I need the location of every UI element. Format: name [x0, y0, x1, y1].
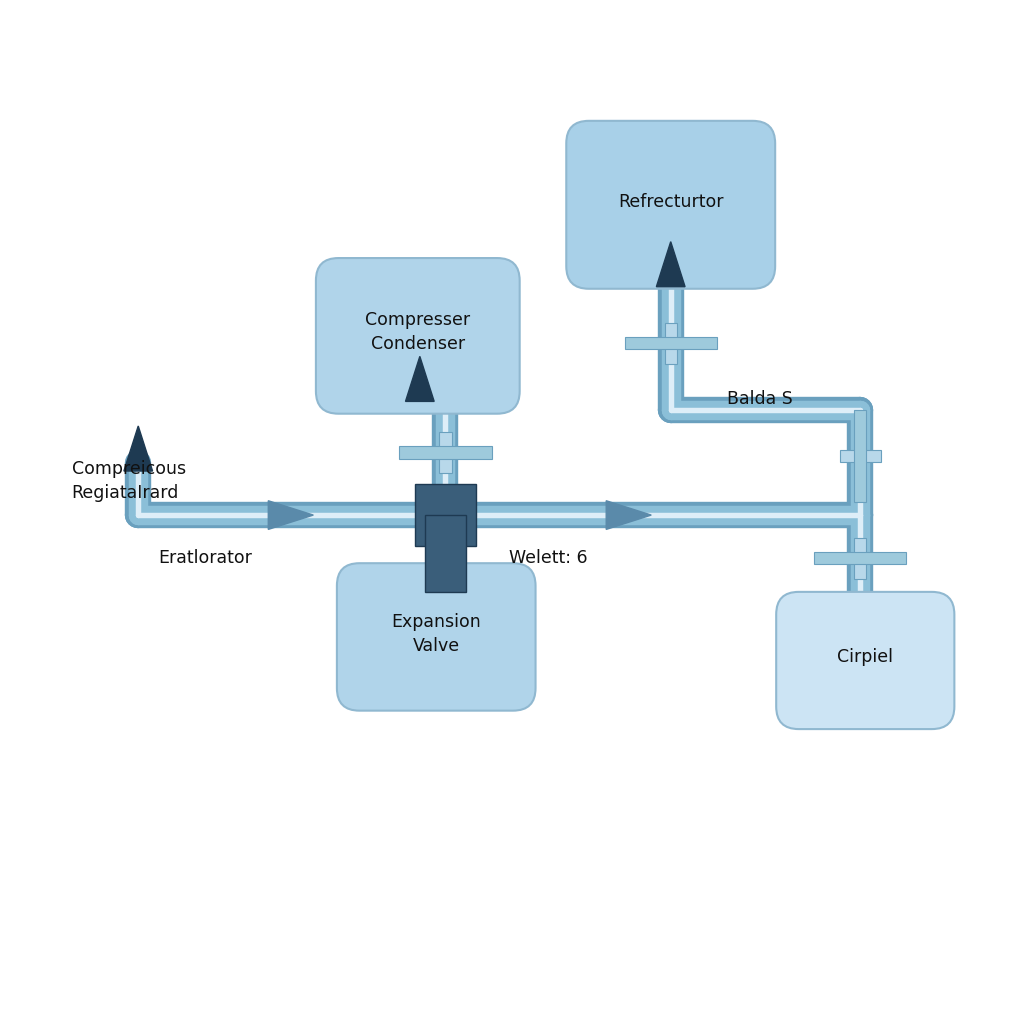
FancyBboxPatch shape	[566, 121, 775, 289]
Bar	[625, 337, 717, 349]
Bar	[854, 410, 866, 502]
Text: Expansion
Valve: Expansion Valve	[391, 613, 481, 654]
Polygon shape	[606, 501, 651, 529]
Bar	[415, 484, 476, 546]
Text: Refrecturtor: Refrecturtor	[617, 193, 724, 211]
Text: Cirpiel: Cirpiel	[838, 648, 893, 667]
FancyBboxPatch shape	[337, 563, 536, 711]
Polygon shape	[124, 426, 153, 471]
Text: Compresser
Condenser: Compresser Condenser	[366, 311, 470, 352]
Polygon shape	[268, 501, 313, 529]
Text: Eratlorator: Eratlorator	[158, 549, 252, 567]
Text: Compreicous
RegiataIrard: Compreicous RegiataIrard	[72, 461, 185, 502]
Bar	[439, 432, 452, 473]
Polygon shape	[656, 242, 685, 287]
FancyBboxPatch shape	[776, 592, 954, 729]
FancyBboxPatch shape	[315, 258, 519, 414]
Bar	[665, 323, 677, 364]
Bar	[814, 552, 906, 564]
Polygon shape	[406, 356, 434, 401]
Bar	[840, 450, 881, 462]
Bar	[399, 446, 492, 459]
Text: Welett: 6: Welett: 6	[509, 549, 587, 567]
Bar	[425, 515, 466, 592]
Text: Balda S: Balda S	[727, 390, 793, 409]
Bar	[854, 538, 866, 579]
